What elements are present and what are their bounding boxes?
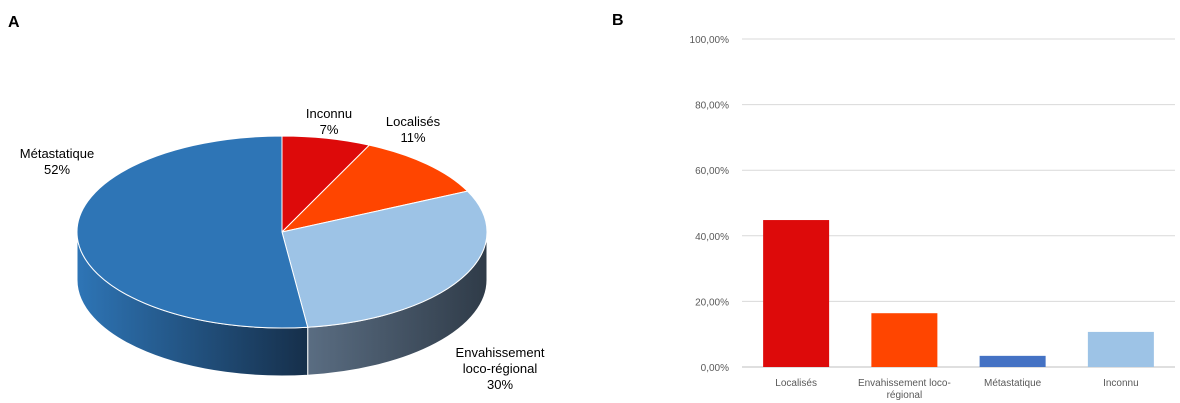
pie-slice-metastatique (76, 135, 309, 329)
bar-chart: 0,00% 20,00% 40,00% 60,00% 80,00% 100,00% Loca… (690, 35, 1175, 401)
pie-label-envahissement-loco-regional-text: loco-régional (463, 361, 538, 376)
y-tick-label: 60,00% (695, 166, 729, 177)
y-tick-label: 20,00% (695, 297, 729, 308)
x-tick-label: Métastatique (984, 378, 1042, 389)
x-tick-label: régional (887, 390, 923, 401)
y-tick-label: 40,00% (695, 232, 729, 243)
x-tick-label: Inconnu (1103, 378, 1139, 389)
pie-slice-localises (280, 144, 469, 233)
pie-label-metastatique-text: Métastatique (20, 146, 94, 161)
pie-slice-envahissement-loco-regional (281, 190, 488, 328)
pie-label-localises-percent: 11% (400, 130, 425, 145)
pie-label-localises-text: Localisés (386, 114, 441, 129)
pie-label-inconnu-percent: 7% (320, 122, 339, 137)
pie-label-inconnu-text: Inconnu (306, 106, 352, 121)
panel-a-letter: A (8, 14, 20, 31)
y-tick-label: 0,00% (701, 363, 729, 374)
pie-label-metastatique-percent: 52% (44, 162, 70, 177)
x-tick-label: Localisés (775, 378, 817, 389)
pie-label-envahissement-loco-regional-percent: 30% (487, 377, 513, 392)
x-tick-label: Envahissement loco- (858, 378, 951, 389)
panel-b-letter: B (612, 12, 624, 29)
pie-label-envahissement-loco-regional-text: Envahissement (456, 345, 545, 360)
bar-envahissement-loco-regional (871, 313, 938, 367)
bar-localises (763, 220, 830, 367)
bar-metastatique (979, 355, 1046, 367)
bar-inconnu (1087, 331, 1154, 367)
y-tick-label: 80,00% (695, 101, 729, 112)
y-tick-label: 100,00% (690, 35, 730, 46)
